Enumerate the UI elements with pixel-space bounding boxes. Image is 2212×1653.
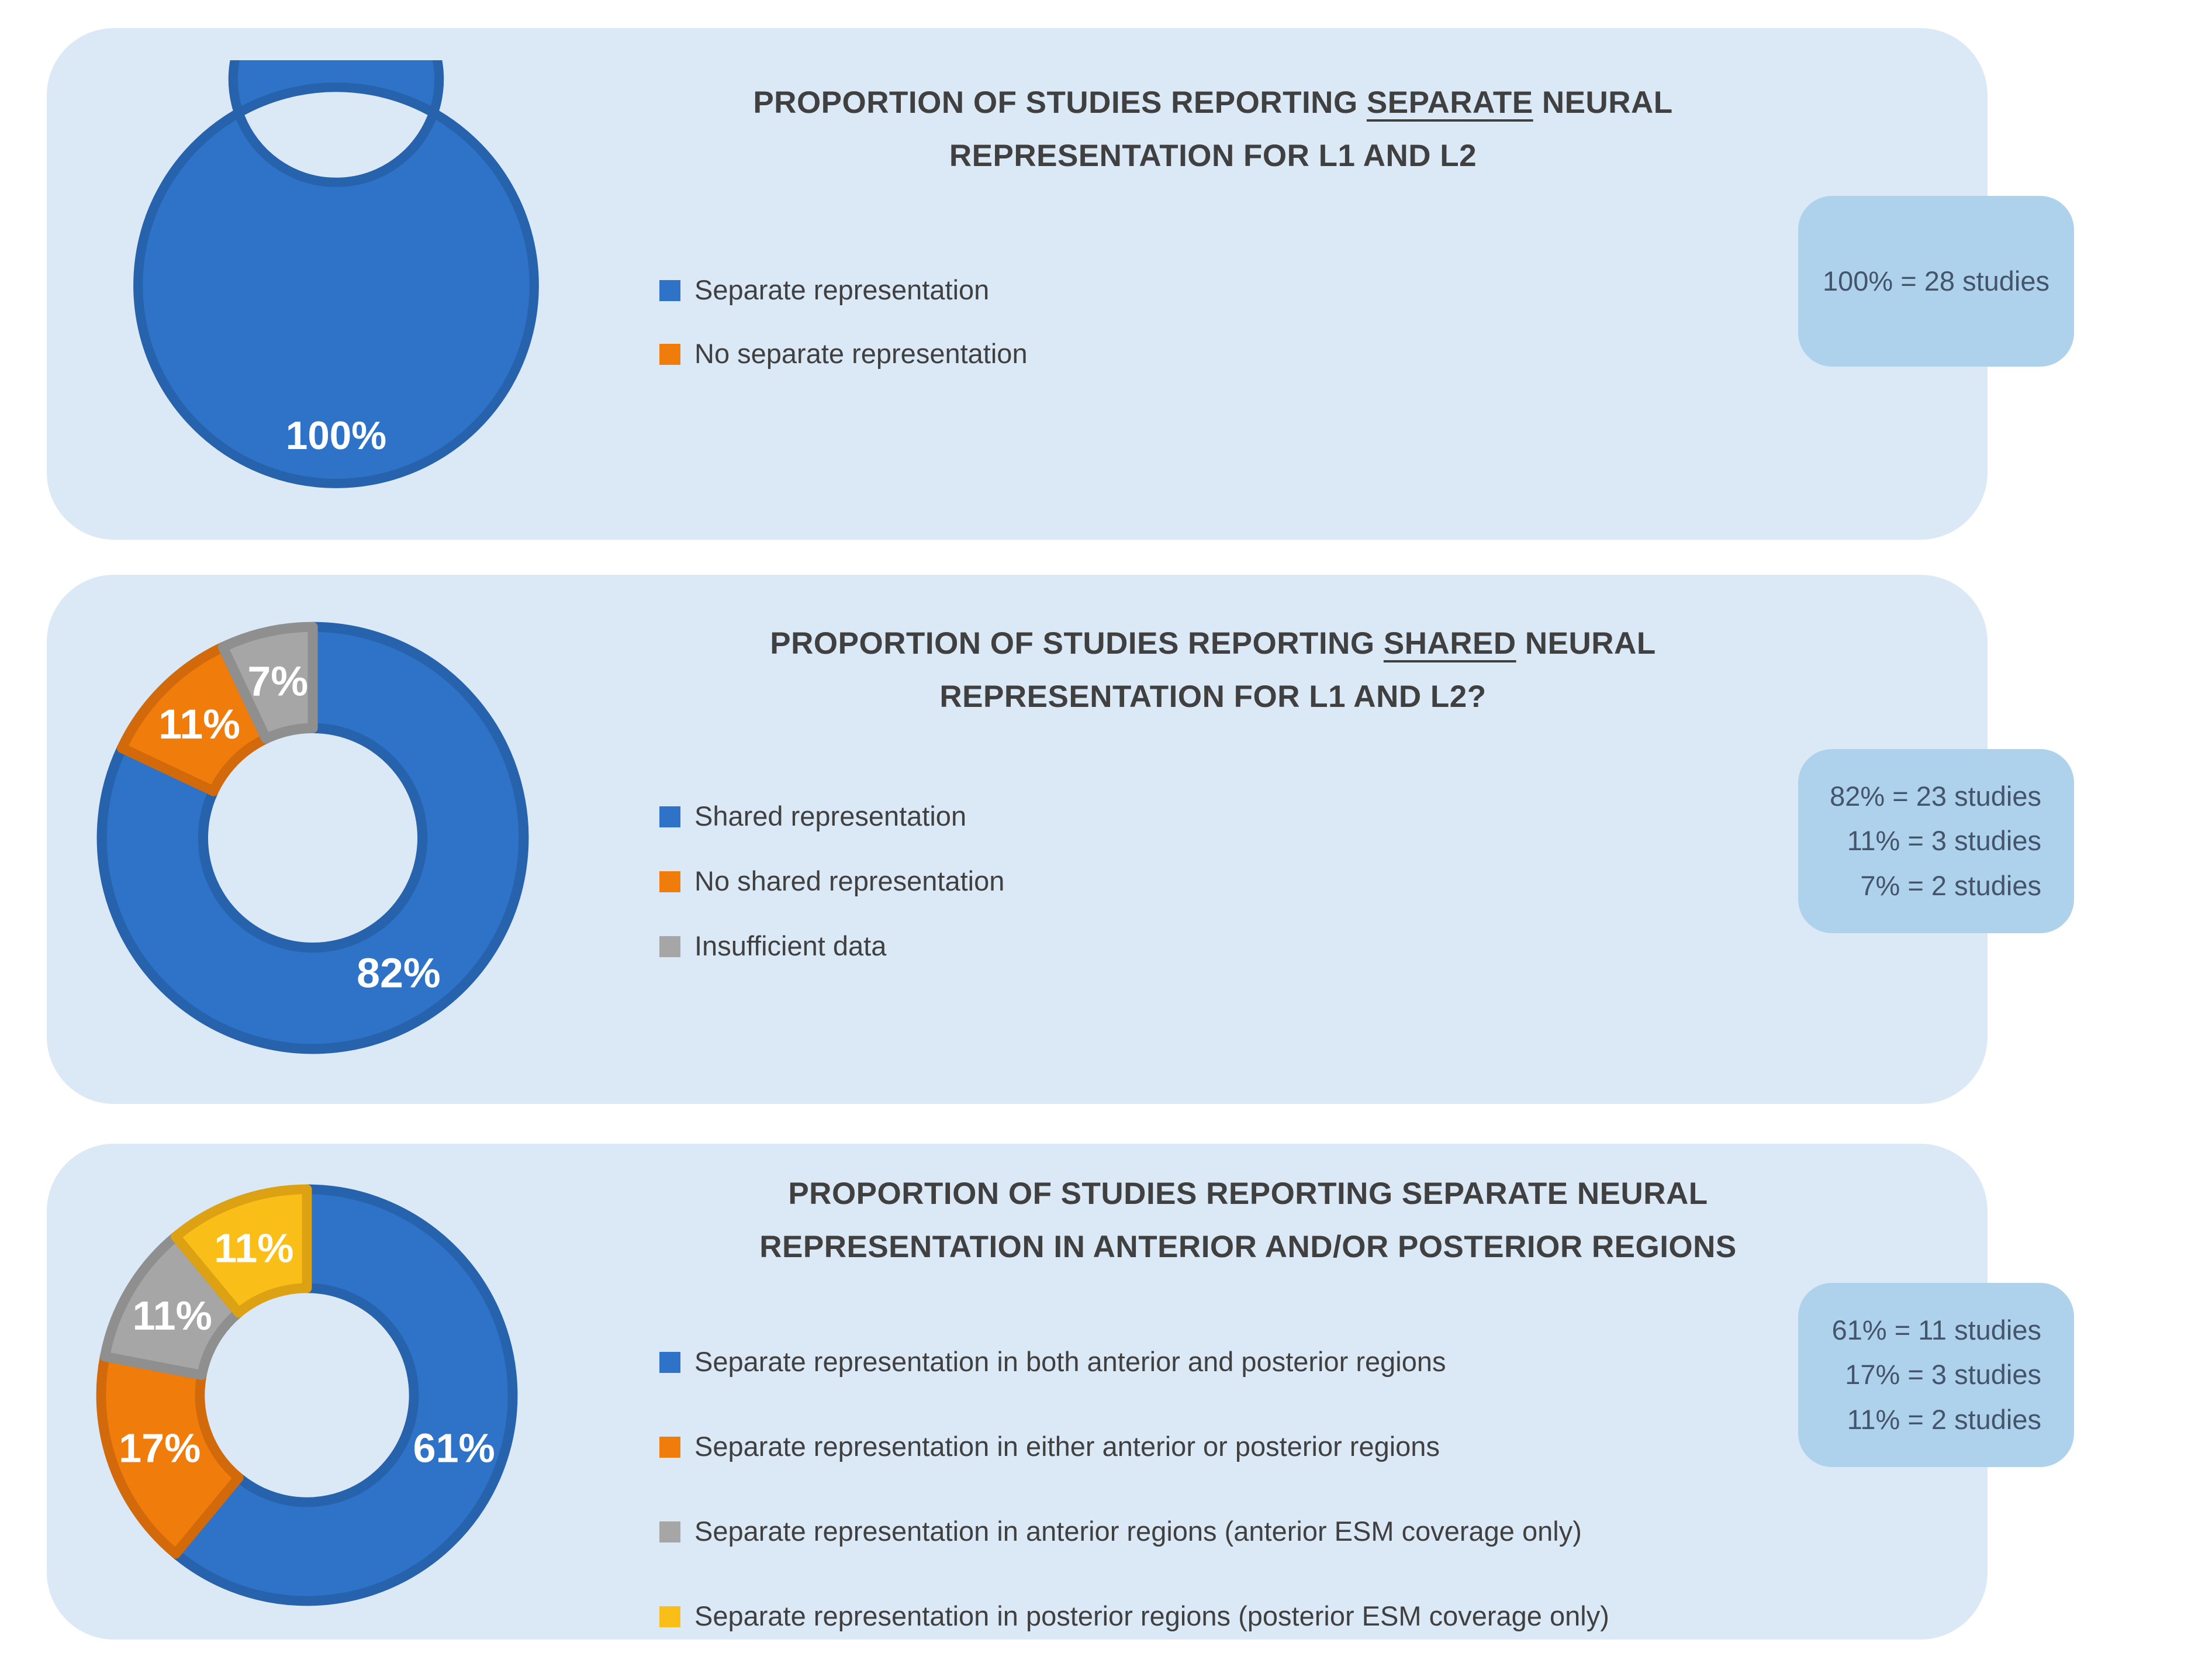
panel-title: PROPORTION OF STUDIES REPORTING SEPARATE…: [652, 76, 1774, 182]
title-underlined-word: SEPARATE: [1366, 85, 1533, 120]
segment-percent-label: 82%: [357, 950, 441, 997]
donut-svg: 61% 17% 11%11%: [96, 1184, 518, 1606]
segment-percent-label: 100%: [286, 414, 386, 458]
legend-label: No shared representation: [694, 865, 1005, 896]
callout-line: 11% = 3 studies: [1847, 825, 2041, 857]
legend-swatch-icon: [659, 1436, 680, 1458]
legend-swatch-icon: [659, 936, 680, 957]
donut-chart-shared-representation: 82% 11% 7%: [73, 598, 552, 1078]
donut-segment: [171, 1184, 518, 1606]
title-text: PROPORTION OF STUDIES REPORTING: [753, 85, 1367, 120]
donut-segment: [96, 622, 529, 1054]
legend-label: Separate representation in both anterior…: [694, 1346, 1446, 1377]
legend-swatch-icon: [659, 343, 680, 365]
legend-label: Separate representation in anterior regi…: [694, 1516, 1582, 1547]
donut-segment: [217, 622, 318, 744]
segment-percent-label: 11%: [158, 701, 240, 748]
panel-separate-representation: 100% PROPORTION OF STUDIES REPORTING SEP…: [47, 28, 2074, 540]
segment-percent-label: 11%: [214, 1225, 293, 1271]
callout-line: 61% = 11 studies: [1831, 1314, 2041, 1346]
studies-count-callout: 82% = 23 studies 11% = 3 studies 7% = 2 st…: [1798, 749, 2074, 933]
legend-label: No separate representation: [694, 338, 1028, 369]
legend-label: Separate representation: [694, 274, 990, 305]
donut-svg: 100%: [133, 60, 539, 488]
legend-item: No shared representation: [659, 865, 1004, 897]
callout-line: 17% = 3 studies: [1845, 1359, 2041, 1390]
studies-count-callout: 61% = 11 studies 17% = 3 studies 11% = 2 s…: [1798, 1283, 2074, 1467]
title-text: PROPORTION OF STUDIES REPORTING: [770, 626, 1384, 661]
legend-swatch-icon: [659, 871, 680, 892]
donut-chart-separate-representation: 100%: [111, 60, 561, 510]
donut-segment: [133, 60, 539, 488]
panel-shared-representation: 82% 11% 7% PROPORTION OF STUDIES REPORTING…: [47, 575, 2074, 1104]
donut-chart-anterior-posterior: 61% 17% 11% 11%: [73, 1161, 541, 1629]
chart-legend: Separate representation No separate repre…: [659, 274, 1028, 370]
legend-swatch-icon: [659, 1521, 680, 1542]
segment-percent-label: 11%: [133, 1293, 212, 1338]
segment-percent-label: 7%: [247, 658, 308, 705]
title-text: NEURAL REPRESENTATION FOR L1 AND L2: [949, 85, 1673, 174]
callout-line: 82% = 23 studies: [1830, 781, 2041, 812]
title-text: PROPORTION OF STUDIES REPORTING SEPARATE…: [759, 1176, 1737, 1265]
legend-swatch-icon: [659, 279, 680, 301]
chart-legend: Shared representation No shared represent…: [659, 800, 1004, 962]
panel-title: PROPORTION OF STUDIES REPORTING SEPARATE…: [675, 1167, 1821, 1274]
donut-segment: [96, 1351, 244, 1559]
panel-anterior-posterior-regions: 61% 17% 11% 11% PROPORTION OF STUDIES REPOR…: [47, 1144, 2074, 1640]
title-text: NEURAL REPRESENTATION FOR L1 AND L2?: [939, 626, 1656, 715]
legend-item: Separate representation in both anterior…: [659, 1345, 1609, 1378]
legend-label: Insufficient data: [694, 930, 887, 961]
legend-label: Separate representation in either anteri…: [694, 1431, 1440, 1462]
callout-line: 7% = 2 studies: [1860, 869, 2041, 901]
legend-item: Separate representation in posterior reg…: [659, 1600, 1609, 1632]
panel-title: PROPORTION OF STUDIES REPORTING SHARED N…: [652, 617, 1774, 723]
legend-item: Insufficient data: [659, 930, 1004, 962]
legend-label: Separate representation in posterior reg…: [694, 1600, 1609, 1631]
legend-swatch-icon: [659, 1351, 680, 1373]
legend-swatch-icon: [659, 1606, 680, 1627]
donut-svg: 82% 11%7%: [96, 622, 529, 1054]
legend-label: Shared representation: [694, 800, 967, 831]
segment-percent-label: 61%: [413, 1426, 495, 1471]
legend-item: Shared representation: [659, 800, 1004, 832]
legend-swatch-icon: [659, 806, 680, 827]
legend-item: Separate representation in either anteri…: [659, 1430, 1609, 1462]
callout-line: 11% = 2 studies: [1847, 1403, 2041, 1435]
studies-count-callout: 100% = 28 studies: [1798, 196, 2074, 367]
legend-item: No separate representation: [659, 337, 1028, 370]
segment-percent-label: 17%: [119, 1426, 201, 1471]
legend-item: Separate representation in anterior regi…: [659, 1515, 1609, 1547]
donut-segment: [171, 1184, 312, 1318]
legend-item: Separate representation: [659, 274, 1028, 306]
title-underlined-word: SHARED: [1383, 626, 1516, 661]
chart-legend: Separate representation in both anterior…: [659, 1345, 1609, 1632]
callout-line: 100% = 28 studies: [1822, 265, 2050, 296]
